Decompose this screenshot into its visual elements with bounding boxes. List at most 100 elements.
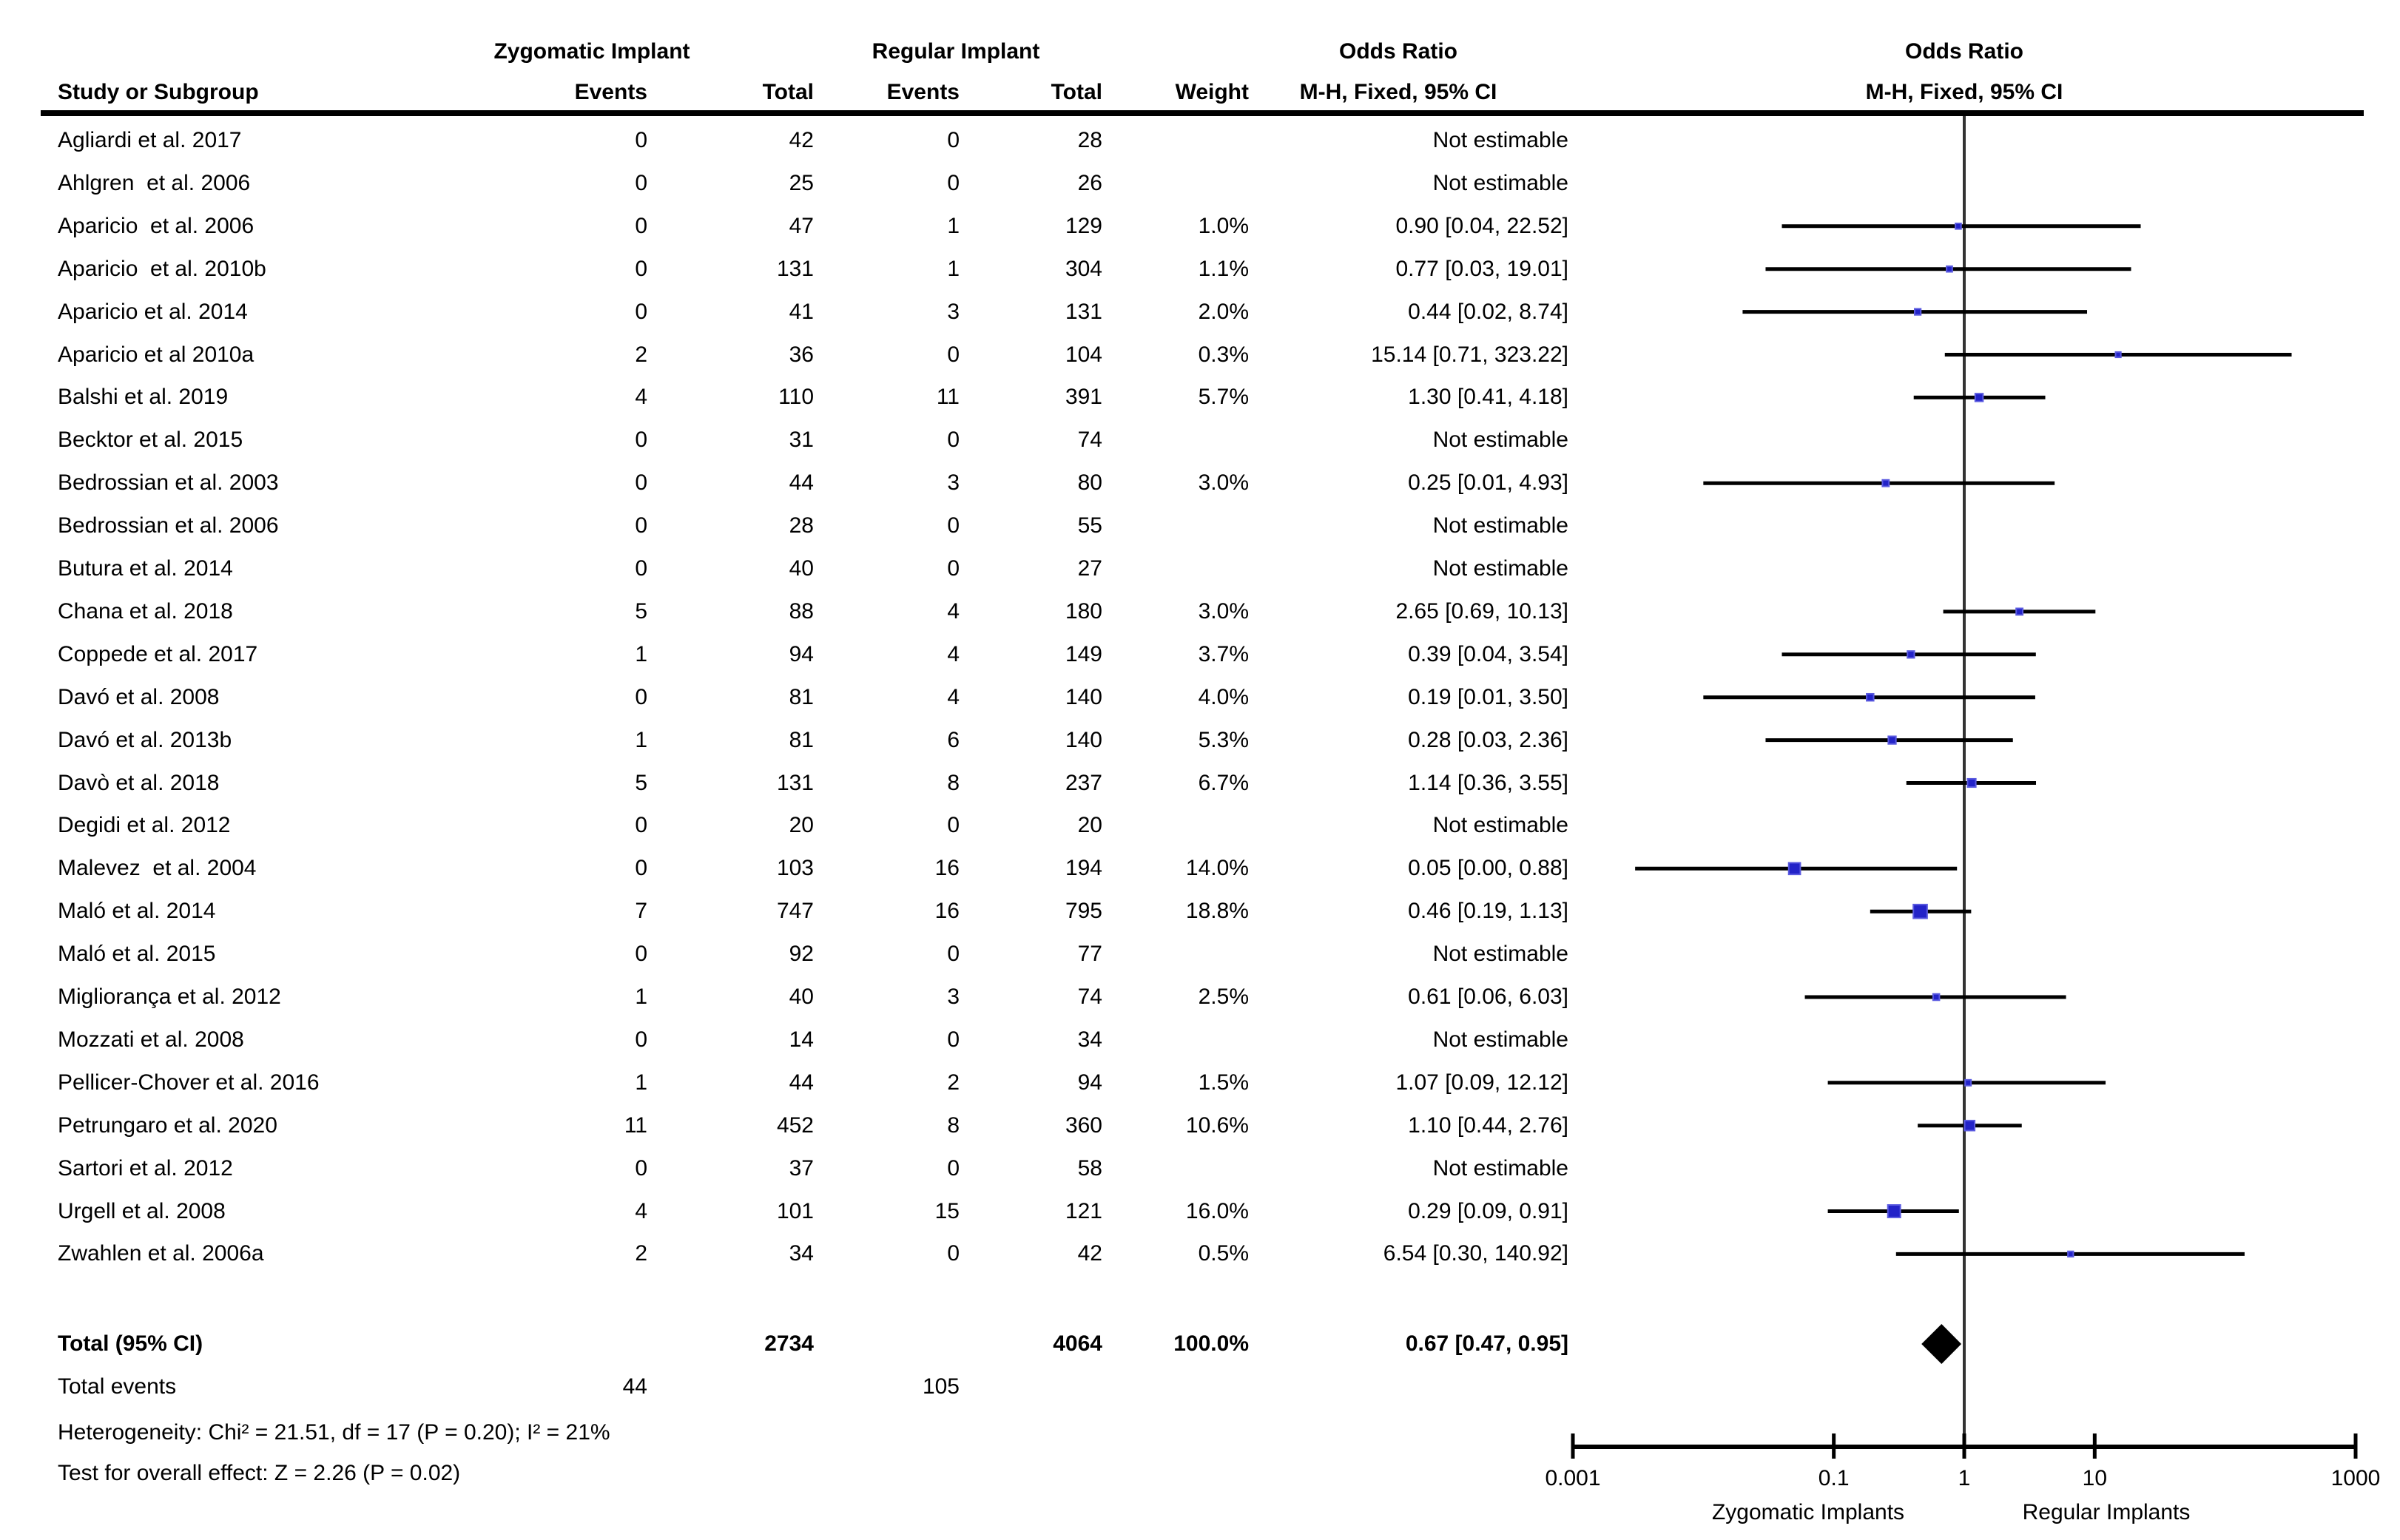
regular-total-cell: 194 xyxy=(1065,856,1102,881)
weight-cell: 5.7% xyxy=(1198,385,1249,410)
x-axis-tick-label: 0.001 xyxy=(1545,1466,1600,1490)
zygomatic-total-cell: 131 xyxy=(776,256,814,281)
zygomatic-events-cell: 5 xyxy=(635,770,647,795)
regular-total-cell: 795 xyxy=(1065,899,1102,924)
regular-events-cell: 0 xyxy=(947,128,960,152)
or-point-marker xyxy=(2114,351,2122,359)
or-point-marker xyxy=(1787,862,1801,876)
regular-total-cell: 94 xyxy=(1077,1070,1102,1095)
or-ci-cell: Not estimable xyxy=(1432,128,1568,152)
study-name: Aparicio et al. 2010b xyxy=(58,256,266,281)
regular-total-cell: 149 xyxy=(1065,641,1102,666)
regular-total-cell: 58 xyxy=(1077,1155,1102,1181)
or-point-marker xyxy=(1907,650,1915,659)
study-name: Aparicio et al. 2014 xyxy=(58,299,248,324)
regular-events-cell: 0 xyxy=(947,813,960,838)
regular-events-cell: 11 xyxy=(936,385,960,410)
or-point-marker xyxy=(1964,1119,1976,1132)
weight-cell: 14.0% xyxy=(1185,856,1249,881)
regular-events-cell: 0 xyxy=(947,1155,960,1181)
zygomatic-total-cell: 31 xyxy=(789,428,814,453)
zygomatic-events-cell: 4 xyxy=(635,385,647,410)
or-ci-cell: 6.54 [0.30, 140.92] xyxy=(1383,1241,1568,1266)
or-ci-cell: 15.14 [0.71, 323.22] xyxy=(1371,342,1568,367)
or-ci-cell: 1.10 [0.44, 2.76] xyxy=(1408,1112,1568,1138)
or-ci-cell: 0.25 [0.01, 4.93] xyxy=(1408,470,1568,496)
regular-total-cell: 80 xyxy=(1077,470,1102,496)
or-ci-cell: 0.39 [0.04, 3.54] xyxy=(1408,641,1568,666)
zygomatic-events-cell: 0 xyxy=(635,856,647,881)
or-ci-cell: Not estimable xyxy=(1432,513,1568,538)
zygomatic-events-cell: 2 xyxy=(635,1241,647,1266)
regular-events-cell: 2 xyxy=(947,1070,960,1095)
study-name: Pellicer-Chover et al. 2016 xyxy=(58,1070,320,1095)
zygomatic-total-cell: 131 xyxy=(776,770,814,795)
zygomatic-events-cell: 2 xyxy=(635,342,647,367)
zygomatic-events-cell: 0 xyxy=(635,1027,647,1052)
study-name: Balshi et al. 2019 xyxy=(58,385,229,410)
zygomatic-events-cell: 4 xyxy=(635,1198,647,1223)
or-ci-cell: 0.90 [0.04, 22.52] xyxy=(1395,213,1568,238)
axis-caption-right: Regular Implants xyxy=(2023,1500,2191,1524)
weight-cell: 2.0% xyxy=(1198,299,1249,324)
zygomatic-events-cell: 0 xyxy=(635,470,647,496)
weight-cell: 3.7% xyxy=(1198,641,1249,666)
regular-total-cell: 304 xyxy=(1065,256,1102,281)
zygomatic-events-cell: 0 xyxy=(635,213,647,238)
weight-cell: 1.5% xyxy=(1198,1070,1249,1095)
regular-total-cell: 42 xyxy=(1077,1241,1102,1266)
zygomatic-total-cell: 44 xyxy=(789,1070,814,1095)
group1-header: Zygomatic Implant xyxy=(493,39,690,64)
regular-events-cell: 0 xyxy=(947,428,960,453)
zygomatic-events-cell: 1 xyxy=(635,1070,647,1095)
or-ci-cell: Not estimable xyxy=(1432,1027,1568,1052)
study-name: Davó et al. 2013b xyxy=(58,727,232,752)
total-events-zygomatic: 44 xyxy=(622,1374,647,1399)
total-regular-n: 4064 xyxy=(1053,1331,1102,1356)
or-ci-cell: 0.19 [0.01, 3.50] xyxy=(1408,684,1568,709)
regular-total-cell: 20 xyxy=(1077,813,1102,838)
regular-events-cell: 16 xyxy=(934,856,960,881)
x-axis-tick-label: 1000 xyxy=(2331,1466,2381,1490)
study-name: Becktor et al. 2015 xyxy=(58,428,243,453)
or-point-marker xyxy=(1866,692,1875,702)
x-axis-tick-label: 10 xyxy=(2083,1466,2107,1490)
or-ci-cell: 0.77 [0.03, 19.01] xyxy=(1395,256,1568,281)
zygomatic-total-header: Total xyxy=(762,80,814,104)
regular-events-cell: 8 xyxy=(947,770,960,795)
weight-cell: 16.0% xyxy=(1185,1198,1249,1223)
header-divider-rule xyxy=(41,110,2364,116)
weight-cell: 0.5% xyxy=(1198,1241,1249,1266)
or-point-marker xyxy=(1974,393,1984,402)
weight-cell: 18.8% xyxy=(1185,899,1249,924)
or-point-marker xyxy=(1955,222,1962,230)
study-name: Migliorança et al. 2012 xyxy=(58,985,281,1009)
regular-total-cell: 74 xyxy=(1077,428,1102,453)
regular-total-cell: 74 xyxy=(1077,985,1102,1009)
regular-events-cell: 3 xyxy=(947,299,960,324)
or-ci-cell: Not estimable xyxy=(1432,170,1568,195)
regular-events-cell: 0 xyxy=(947,513,960,538)
regular-total-cell: 360 xyxy=(1065,1112,1102,1138)
weight-cell: 3.0% xyxy=(1198,598,1249,624)
zygomatic-events-cell: 11 xyxy=(624,1112,647,1138)
zygomatic-total-cell: 36 xyxy=(789,342,814,367)
weight-column-header: Weight xyxy=(1175,80,1249,104)
regular-total-cell: 77 xyxy=(1077,942,1102,967)
or-point-marker xyxy=(2015,607,2024,616)
zygomatic-events-cell: 0 xyxy=(635,942,647,967)
or-ci-cell: Not estimable xyxy=(1432,942,1568,967)
regular-events-cell: 8 xyxy=(947,1112,960,1138)
study-name: Sartori et al. 2012 xyxy=(58,1155,233,1181)
zygomatic-events-cell: 0 xyxy=(635,128,647,152)
zygomatic-events-cell: 0 xyxy=(635,299,647,324)
study-name: Petrungaro et al. 2020 xyxy=(58,1112,277,1138)
study-name: Agliardi et al. 2017 xyxy=(58,128,242,152)
zygomatic-events-cell: 0 xyxy=(635,256,647,281)
regular-total-cell: 121 xyxy=(1065,1198,1102,1223)
regular-total-cell: 391 xyxy=(1065,385,1102,410)
or-ci-cell: 0.29 [0.09, 0.91] xyxy=(1408,1198,1568,1223)
zygomatic-events-cell: 0 xyxy=(635,1155,647,1181)
total-events-label: Total events xyxy=(58,1374,177,1399)
x-axis-tick-label: 1 xyxy=(1958,1466,1971,1490)
